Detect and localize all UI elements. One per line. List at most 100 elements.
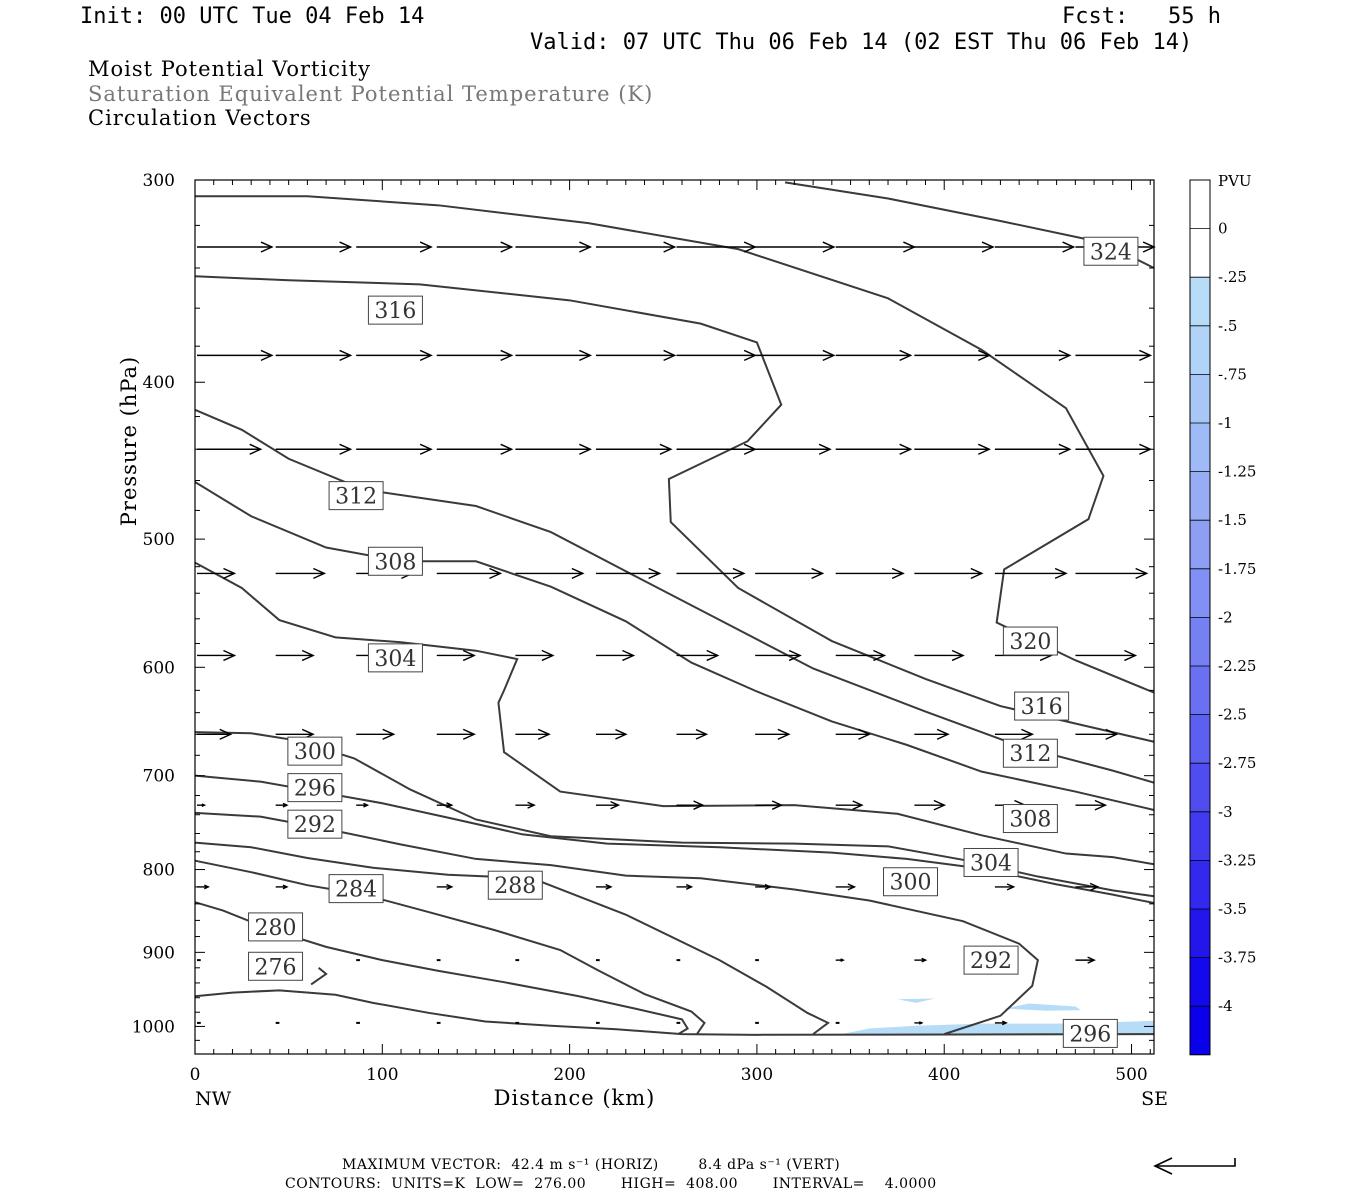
plot-frame	[194, 179, 1155, 1055]
circulation-vector-head	[610, 800, 621, 810]
circulation-vector-head	[951, 649, 965, 662]
circulation-vector-head	[933, 799, 947, 811]
contour-label: 304	[970, 851, 1012, 876]
circulation-vector-head	[663, 349, 677, 361]
contour-label-box	[287, 773, 343, 803]
circulation-vector-head	[764, 883, 772, 890]
circulation-vector-head	[622, 649, 636, 662]
circulation-vector-head	[1089, 882, 1100, 892]
circulation-vector-head	[685, 883, 694, 890]
colorbar-segment	[1190, 957, 1210, 1007]
x-tick-label: 200	[553, 1065, 585, 1085]
title-theta-es: Saturation Equivalent Potential Temperat…	[88, 82, 654, 106]
contour-label-box	[963, 847, 1019, 877]
y-tick-label: 800	[143, 861, 175, 881]
colorbar-segment	[1190, 568, 1210, 618]
contour-label: 316	[374, 299, 416, 324]
circulation-vector-head	[921, 957, 928, 963]
colorbar-segment	[1190, 423, 1210, 472]
theta-es-contour-284	[194, 859, 706, 1035]
contour-label-box	[248, 951, 304, 981]
colorbar-segment	[1190, 520, 1210, 569]
y-tick-label: 400	[143, 373, 175, 393]
contour-label-box	[883, 867, 939, 897]
circulation-vector-head	[981, 241, 995, 253]
circulation-vector-head	[1006, 883, 1016, 891]
circulation-vector-head	[282, 802, 289, 808]
colorbar-label: -1.75	[1218, 560, 1256, 578]
contour-label: 308	[374, 550, 416, 575]
contour-label-box	[487, 870, 543, 900]
colorbar-label: 0	[1218, 220, 1228, 238]
contour-label: 312	[335, 485, 377, 510]
circulation-vector-head	[489, 567, 503, 580]
circulation-vector-head	[223, 567, 237, 580]
circulation-vector-head	[1087, 956, 1096, 964]
circulation-vector-head	[527, 801, 536, 809]
contour-label: 284	[335, 878, 377, 903]
theta-es-contour-292	[194, 811, 1039, 1036]
colorbar-label: -2.5	[1218, 706, 1247, 724]
circulation-vector-head	[339, 443, 353, 455]
theta-es-contour-304	[194, 561, 1155, 866]
circulation-vector-head	[1135, 567, 1149, 580]
circulation-vector-head	[282, 884, 289, 890]
contour-label-box	[287, 736, 343, 766]
colorbar-segment	[1190, 714, 1210, 764]
contour-label: 276	[255, 955, 297, 980]
circulation-vector-head	[201, 803, 207, 807]
y-tick-label: 500	[143, 530, 175, 550]
circulation-vector-head	[462, 728, 476, 740]
forecast-hour: Fcst: 55 h	[1062, 4, 1221, 29]
circulation-vector-head	[579, 241, 593, 253]
contour-label-box	[963, 945, 1019, 975]
circulation-vector-head	[500, 443, 514, 455]
circulation-vector-head	[706, 649, 720, 662]
x-tick-label: 100	[366, 1065, 398, 1085]
valid-time: Valid: 07 UTC Thu 06 Feb 14 (02 EST Thu …	[530, 30, 1193, 55]
contour-label-box	[287, 809, 343, 839]
contour-label: 300	[294, 740, 336, 765]
colorbar-label: -2.75	[1218, 754, 1256, 772]
x-axis-label: Distance (km)	[494, 1086, 656, 1110]
circulation-vector-head	[579, 349, 593, 361]
colorbar-segment	[1190, 617, 1210, 666]
contour-label: 300	[890, 871, 932, 896]
circulation-vector-head	[301, 649, 315, 662]
colorbar-label: -3.25	[1218, 851, 1256, 869]
contour-label: 296	[1069, 1022, 1111, 1047]
colorbar-segment	[1190, 471, 1210, 521]
circulation-vector-head	[978, 443, 992, 455]
colorbar-label: -1.25	[1218, 463, 1256, 481]
colorbar-segment	[1190, 763, 1210, 812]
colorbar-segment	[1190, 325, 1210, 375]
circulation-vector-head	[693, 800, 705, 810]
contour-label: 320	[1009, 630, 1051, 655]
theta-es-contour-320	[195, 195, 1155, 694]
contour-label-box	[328, 874, 384, 904]
right-end-label: SE	[1141, 1088, 1168, 1110]
y-tick-label: 1000	[132, 1017, 175, 1037]
title-vectors: Circulation Vectors	[88, 106, 312, 130]
circulation-vector-head	[339, 241, 353, 253]
y-tick-label: 700	[143, 767, 175, 787]
circulation-vector-head	[500, 241, 514, 253]
circulation-vector-head	[204, 884, 210, 890]
circulation-vector-head	[822, 349, 836, 361]
circulation-vector-head	[663, 241, 677, 253]
x-tick-label: 400	[928, 1065, 960, 1085]
colorbar-label: -3.5	[1218, 900, 1247, 918]
circulation-vector-head	[1058, 443, 1072, 455]
circulation-vector-head	[219, 728, 233, 740]
circulation-vector-head	[419, 443, 433, 455]
colorbar-label: -3	[1218, 803, 1233, 821]
contour-label: 292	[970, 949, 1012, 974]
circulation-vector-head	[446, 802, 454, 809]
x-tick-label: 0	[190, 1065, 201, 1085]
colorbar-segment	[1190, 374, 1210, 423]
circulation-vector-head	[571, 567, 585, 580]
colorbar-segment	[1190, 277, 1210, 326]
circulation-vector-head	[732, 567, 746, 580]
circulation-vector-head	[615, 728, 628, 740]
